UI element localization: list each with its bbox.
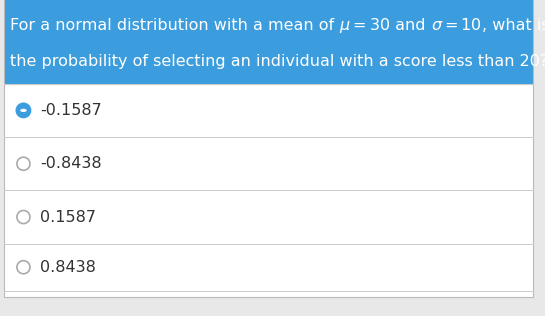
Text: , what is: , what is [482, 18, 545, 33]
Text: the probability of selecting an individual with a score less than 20?: the probability of selecting an individu… [10, 54, 545, 69]
Text: 0.8438: 0.8438 [40, 260, 96, 275]
Text: -0.8438: -0.8438 [40, 156, 101, 171]
FancyBboxPatch shape [4, 0, 533, 84]
Text: For a normal distribution with a mean of: For a normal distribution with a mean of [10, 18, 339, 33]
Ellipse shape [17, 210, 30, 224]
FancyBboxPatch shape [4, 84, 533, 297]
Text: -0.1587: -0.1587 [40, 103, 101, 118]
Text: $\mu = 30$: $\mu = 30$ [339, 16, 390, 35]
Text: and: and [390, 18, 431, 33]
Ellipse shape [17, 157, 30, 170]
Ellipse shape [20, 109, 27, 112]
Text: $\sigma = 10$: $\sigma = 10$ [431, 17, 482, 33]
Ellipse shape [17, 104, 30, 117]
Ellipse shape [17, 261, 30, 274]
Text: 0.1587: 0.1587 [40, 210, 96, 225]
